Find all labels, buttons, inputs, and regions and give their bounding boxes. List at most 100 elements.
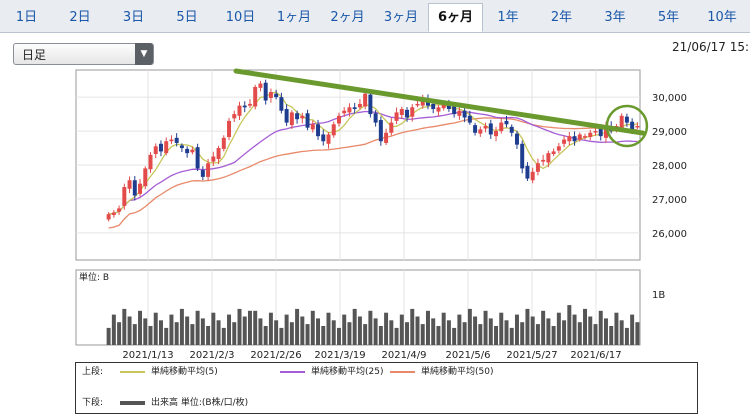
tab-5[interactable]: 10日 <box>225 10 256 25</box>
candle-body <box>195 147 200 169</box>
volume-bar <box>247 310 252 345</box>
candle-body <box>389 122 394 133</box>
volume-bar <box>195 310 200 345</box>
volume-bar <box>378 326 383 345</box>
candle-body <box>143 168 148 187</box>
candle-body <box>509 126 514 133</box>
candle-body <box>525 165 530 179</box>
volume-bar <box>347 322 352 345</box>
volume-bar <box>630 314 635 345</box>
volume-bar <box>117 322 122 345</box>
candle-body <box>284 109 289 123</box>
volume-bar <box>179 308 184 345</box>
chevron-down-icon[interactable]: ▼ <box>135 43 153 65</box>
tab-1[interactable]: 1日 <box>15 10 38 25</box>
chart-type-select[interactable]: 日足 ▼ <box>13 43 154 65</box>
volume-bar <box>138 310 143 345</box>
volume-bar <box>577 322 582 345</box>
x-tick-label: 2021/3/19 <box>314 350 365 361</box>
y-tick-label: 29,000 <box>652 127 687 138</box>
legend-volume: 出来高 単位:(B株/口/枚) <box>120 396 248 410</box>
legend-upper-label: 上段: <box>82 367 104 377</box>
candle-body <box>253 86 258 107</box>
tab-2[interactable]: 2日 <box>69 10 91 25</box>
volume-bar <box>342 314 347 345</box>
candle-body <box>305 113 310 128</box>
volume-bar <box>221 327 226 345</box>
candle-body <box>237 105 242 116</box>
period-tab-bar: 1日 2日 3日 5日 10日 1ヶ月 2ヶ月 3ヶ月 6ヶ月 1年 2年 3年 5年 10年 <box>0 0 750 33</box>
x-tick-label: 2021/5/27 <box>506 350 557 361</box>
legend-ma25-label: 単純移動平均(25) <box>311 367 384 377</box>
volume-bar <box>206 326 211 345</box>
candle-body <box>242 105 247 108</box>
legend-ma25: 単純移動平均(25) <box>280 365 383 379</box>
candle-body <box>122 187 127 206</box>
volume-bar <box>316 318 321 345</box>
tab-10[interactable]: 1年 <box>497 10 519 25</box>
chart-legend: 上段: 単純移動平均(5) 単純移動平均(25) 単純移動平均(50) 下段: … <box>75 362 698 414</box>
volume-bar <box>368 310 373 345</box>
volume-bar <box>583 308 588 345</box>
volume-bar <box>614 312 619 345</box>
tab-3[interactable]: 3日 <box>122 10 145 25</box>
y-tick-label: 28,000 <box>652 161 687 172</box>
tab-12[interactable]: 3年 <box>604 10 626 25</box>
volume-bar <box>546 318 551 345</box>
volume-bar <box>153 312 158 345</box>
volume-bar <box>514 314 519 345</box>
candle-body <box>347 107 352 113</box>
candle-body <box>504 120 509 125</box>
volume-bar <box>263 326 268 345</box>
candle-body <box>289 112 294 126</box>
volume-bar <box>111 314 116 345</box>
candle-body <box>185 148 190 154</box>
candle-body <box>190 149 195 153</box>
candle-body <box>410 107 415 117</box>
tab-6[interactable]: 1ヶ月 <box>276 10 312 25</box>
tab-8[interactable]: 3ヶ月 <box>383 10 419 25</box>
candle-body <box>394 112 399 121</box>
tab-11[interactable]: 2年 <box>550 10 573 25</box>
volume-bar <box>185 316 190 345</box>
candle-body <box>546 153 551 163</box>
tab-13[interactable]: 5年 <box>657 10 680 25</box>
candle-body <box>420 98 425 106</box>
volume-bar <box>384 312 389 345</box>
candle-body <box>556 146 561 151</box>
legend-volume-label: 出来高 単位:(B株/口/枚) <box>151 398 249 408</box>
tab-4[interactable]: 5日 <box>176 10 198 25</box>
volume-bar <box>556 312 561 345</box>
candle-body <box>106 214 111 220</box>
ma25-line <box>108 110 638 215</box>
volume-bar <box>635 322 640 345</box>
volume-bar <box>268 312 273 345</box>
candle-body <box>483 125 488 129</box>
candle-body <box>200 170 205 177</box>
candle-body <box>138 183 143 194</box>
volume-bar <box>488 318 493 345</box>
candle-body <box>336 115 341 124</box>
tab-9[interactable]: 6ヶ月 <box>428 3 483 32</box>
volume-bar <box>373 318 378 345</box>
volume-bar <box>436 326 441 345</box>
candle-body <box>598 128 603 137</box>
tab-7[interactable]: 2ヶ月 <box>330 10 365 25</box>
volume-bar <box>148 326 153 345</box>
candle-body <box>520 143 525 169</box>
candle-body <box>452 106 457 115</box>
volume-bar <box>504 320 509 345</box>
volume-bar <box>394 327 399 345</box>
legend-lower-label: 下段: <box>82 398 104 408</box>
volume-bar <box>441 312 446 345</box>
volume-bar <box>363 324 368 345</box>
volume-bar <box>242 316 247 345</box>
volume-bar <box>494 326 499 345</box>
volume-bar <box>509 327 514 345</box>
candle-body <box>153 146 158 154</box>
volume-bar <box>132 324 137 345</box>
tab-14[interactable]: 10年 <box>707 10 737 25</box>
volume-unit-label: 単位: B <box>79 271 109 283</box>
candle-body <box>619 115 624 129</box>
volume-bar <box>467 308 472 345</box>
